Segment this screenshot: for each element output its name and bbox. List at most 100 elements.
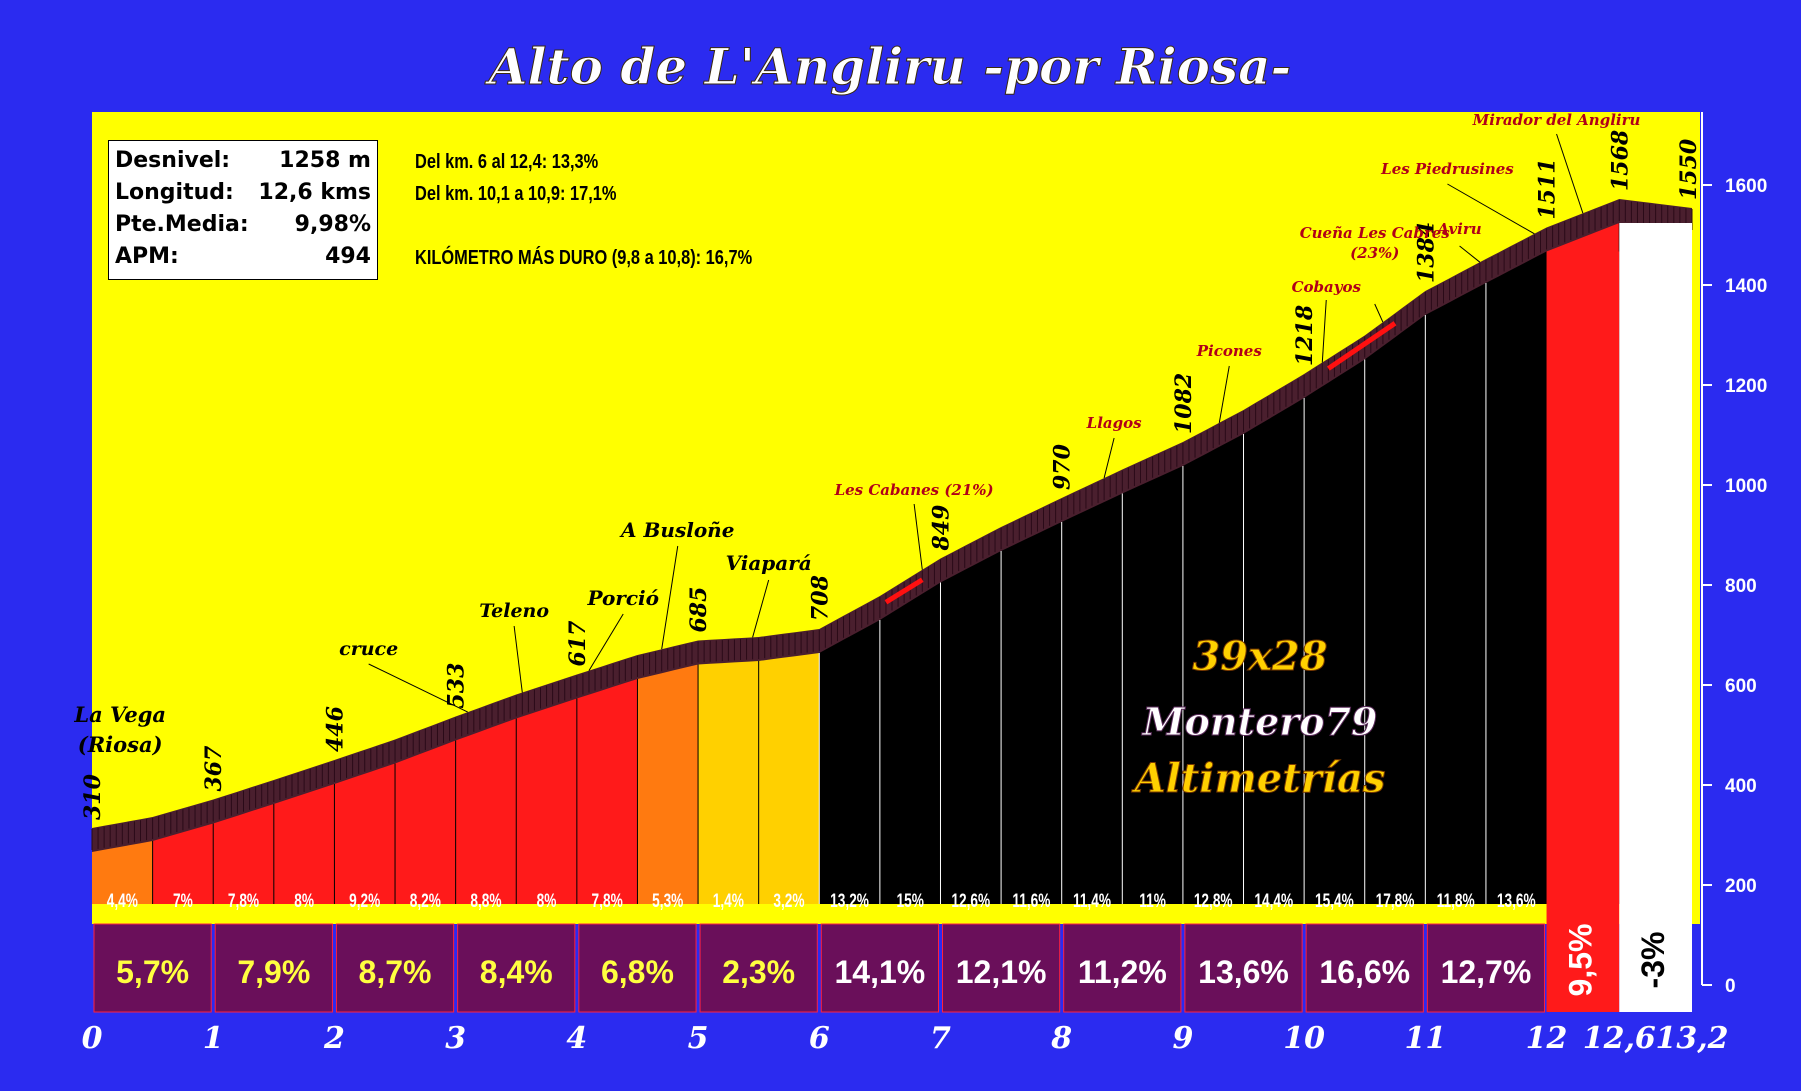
km-grade-label: 13,6% [1198, 954, 1289, 990]
gradient-segment [273, 782, 335, 904]
place-leader-line [368, 663, 468, 713]
segment-grade-label: 5,3% [652, 890, 683, 912]
y-tick-label: 1200 [1725, 376, 1767, 397]
segment-grade-label: 8,8% [470, 890, 501, 912]
summary-row: Desnivel: 1258 m [115, 145, 371, 177]
summary-label: Longitud: [115, 180, 234, 205]
gradient-segment [698, 659, 759, 904]
final-grade-label: -3% [1635, 932, 1671, 989]
gradient-segment [1304, 357, 1365, 904]
x-tick-label: 10 [1283, 1021, 1325, 1056]
y-tick-label: 200 [1725, 876, 1757, 897]
altitude-label: 708 [807, 575, 833, 621]
segment-grade-label: 14,4% [1254, 890, 1293, 912]
segment-grade-label: 11,4% [1073, 890, 1111, 912]
place-label: Mirador del Angliru [1472, 111, 1641, 129]
place-leader-line [913, 503, 923, 570]
y-tick-label: 600 [1725, 676, 1757, 697]
place-leader-line [1459, 245, 1481, 263]
segment-grade-label: 3,2% [773, 890, 804, 912]
segment-grade-label: 9,2% [349, 890, 380, 912]
gradient-segment [758, 651, 820, 904]
segment-grade-label: 12,8% [1194, 890, 1233, 912]
gradient-segment [1243, 396, 1305, 904]
gradient-segment [1425, 281, 1486, 904]
x-tick-label: 5 [688, 1021, 709, 1056]
gradient-segment [1485, 249, 1547, 904]
summary-row: Pte.Media: 9,98% [115, 209, 371, 241]
km-grade-box [941, 923, 1061, 1013]
altitude-label: 849 [928, 505, 954, 552]
note-line [415, 210, 752, 242]
x-tick-label: 2 [323, 1021, 345, 1056]
segment-grade-label: 13,2% [830, 890, 869, 912]
km-grade-box [1426, 923, 1546, 1013]
place-label: Cueña Les Cabres [1300, 224, 1451, 242]
place-label: La Vega [73, 702, 166, 727]
km-grade-label: 8,7% [359, 954, 432, 990]
gradient-segment [1122, 464, 1183, 904]
x-tick-label: 12 [1526, 1021, 1568, 1056]
km-grade-label: 2,3% [722, 954, 795, 990]
place-label: Llagos [1086, 414, 1142, 432]
place-label: (23%) [1350, 244, 1399, 262]
altitude-label: 970 [1050, 443, 1076, 490]
gradient-segment [152, 821, 214, 904]
gradient-segment [455, 716, 517, 904]
segment-grade-label: 11,8% [1437, 890, 1475, 912]
gradient-segment [1001, 520, 1062, 904]
segment-grade-label: 1,4% [713, 890, 744, 912]
segment-grade-label: 7,8% [592, 890, 623, 912]
altitude-label: 1384 [1413, 222, 1439, 283]
segment-grade-label: 12,6% [951, 890, 990, 912]
altitude-label: 1511 [1535, 158, 1561, 219]
place-label: (Riosa) [78, 732, 163, 757]
km-grade-box [820, 923, 939, 1013]
place-label: Picones [1196, 342, 1263, 360]
km-grade-label: 11,2% [1078, 954, 1167, 990]
summary-value: 494 [325, 244, 371, 269]
x-tick-label: 12,6 [1583, 1021, 1656, 1056]
summary-label: Desnivel: [115, 148, 231, 173]
x-tick-label: 7 [930, 1021, 951, 1056]
x-tick-label: 13,2 [1655, 1021, 1728, 1056]
gradient-segment [1182, 432, 1244, 904]
km-grade-box [578, 923, 697, 1013]
summary-row: Longitud: 12,6 kms [115, 177, 371, 209]
gradient-segment [213, 802, 274, 904]
place-leader-line [1556, 133, 1584, 214]
segment-grade-label: 11,6% [1012, 890, 1050, 912]
place-leader-line [513, 625, 523, 693]
altitude-label: 617 [565, 620, 591, 667]
segment-grade-label: 8% [537, 890, 557, 912]
place-leader-line [1321, 299, 1327, 363]
km-grade-box [1063, 923, 1182, 1013]
summary-value: 12,6 kms [258, 180, 371, 205]
place-label: A Busloñe [619, 518, 734, 542]
y-tick-label: 1600 [1725, 176, 1767, 197]
gradient-segment [1364, 313, 1426, 904]
gradient-segment [637, 662, 699, 904]
altitude-label: 1082 [1171, 373, 1197, 434]
x-tick-label: 9 [1172, 1021, 1193, 1056]
km-grade-label: 6,8% [601, 954, 674, 990]
place-leader-line [1103, 437, 1115, 479]
steep-marker [1326, 321, 1397, 371]
watermark-gear: 39x28 [1192, 633, 1327, 680]
summary-value: 1258 m [279, 148, 371, 173]
km-grade-box [457, 923, 576, 1013]
x-tick-label: 1 [203, 1021, 224, 1056]
altitude-label: 446 [322, 706, 348, 752]
altitude-label: 533 [444, 663, 470, 709]
km-grade-box [335, 923, 455, 1013]
km-grade-box [1184, 923, 1303, 1013]
place-label: Aviru [1435, 220, 1481, 238]
steep-marker [884, 577, 924, 605]
place-leader-line [1218, 365, 1230, 423]
place-label: cruce [339, 638, 398, 660]
summary-value: 9,98% [294, 212, 371, 237]
km-grade-label: 5,7% [116, 954, 189, 990]
segment-grade-label: 17,8% [1376, 890, 1415, 912]
summary-row: APM: 494 [115, 241, 371, 273]
